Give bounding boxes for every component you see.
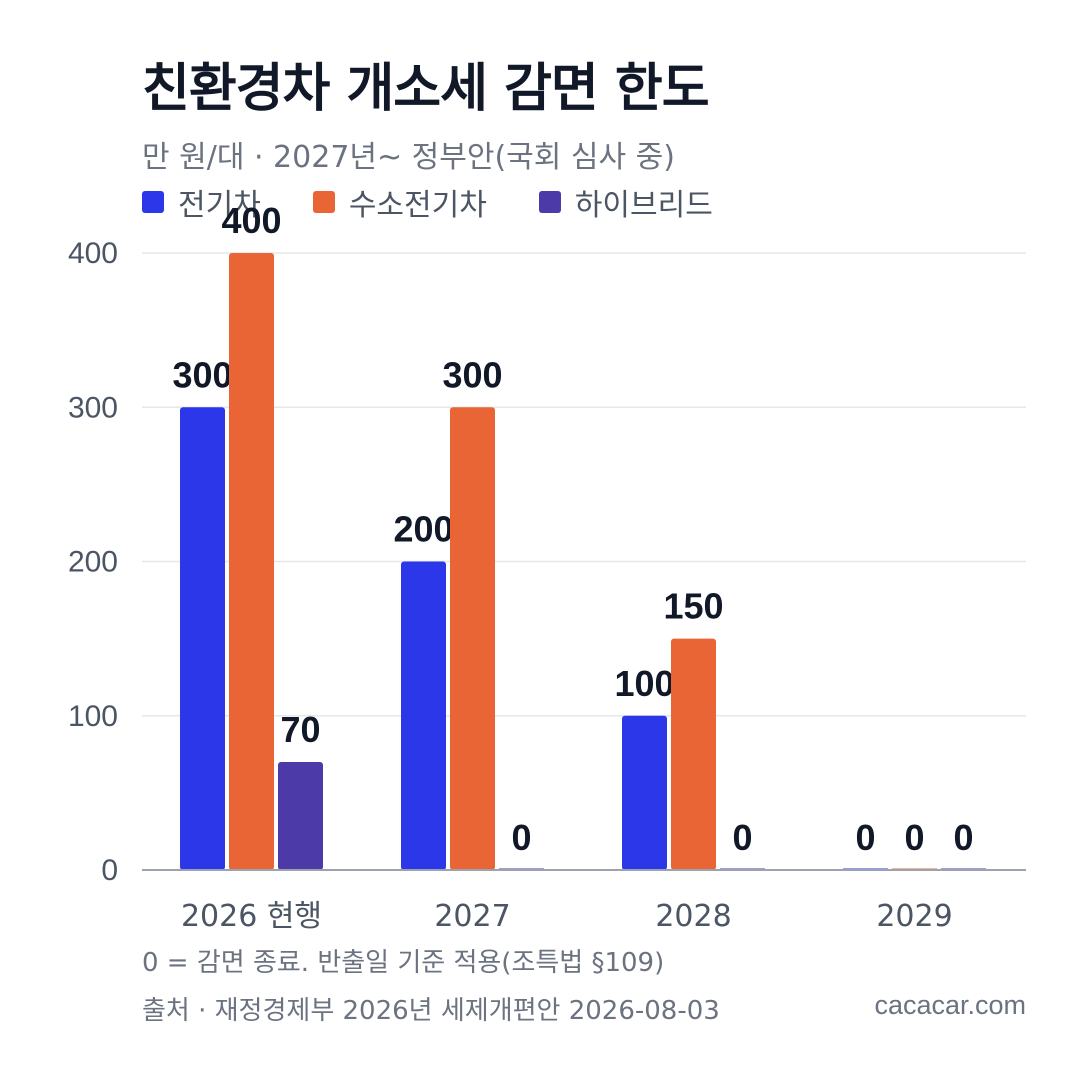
chart-note: 0 = 감면 종료. 반출일 기준 적용(조특법 §109) (142, 948, 665, 978)
legend-swatch-hydrogen (312, 191, 335, 213)
legend-label-hybrid: 하이브리드 (574, 188, 713, 223)
brand-credit: cacacar.com (874, 990, 1026, 1020)
legend-swatch-hybrid (538, 191, 561, 213)
chart-subtitle: 만 원/대 · 2027년~ 정부안(국회 심사 중) (142, 140, 675, 175)
y-tick-label: 300 (68, 391, 118, 424)
data-label: 0 (511, 817, 531, 858)
y-tick-label: 0 (101, 854, 118, 887)
data-label: 0 (953, 817, 973, 858)
x-tick-label: 2029 (876, 899, 952, 934)
bar (450, 407, 495, 870)
data-label: 300 (442, 354, 502, 395)
x-tick-label: 2026 현행 (181, 899, 322, 934)
chart-title: 친환경차 개소세 감면 한도 (142, 59, 710, 119)
bar (278, 762, 323, 870)
data-label: 0 (904, 817, 924, 858)
data-label: 100 (614, 663, 674, 704)
y-tick-label: 200 (68, 546, 118, 579)
legend-label-ev: 전기차 (178, 188, 261, 223)
bar (229, 253, 274, 870)
y-tick-label: 400 (68, 237, 118, 270)
bar (180, 407, 225, 870)
data-label: 0 (855, 817, 875, 858)
legend-item-hydrogen: 수소전기차 (312, 180, 487, 224)
bar (401, 561, 446, 870)
x-tick-label: 2027 (434, 899, 510, 934)
legend-item-ev: 전기차 (142, 180, 261, 224)
legend-item-hybrid: 하이브리드 (538, 180, 713, 224)
data-label: 150 (663, 586, 723, 627)
data-label: 300 (172, 354, 232, 395)
x-tick-label: 2028 (655, 899, 731, 934)
legend-label-hydrogen: 수소전기차 (348, 188, 487, 223)
data-label: 400 (221, 200, 281, 241)
data-label: 0 (732, 817, 752, 858)
data-label: 200 (393, 509, 453, 550)
legend: 전기차 수소전기차 하이브리드 (142, 180, 765, 224)
y-tick-label: 100 (68, 700, 118, 733)
source-credit: 출처 · 재정경제부 2026년 세제개편안 2026-08-03 (142, 996, 720, 1026)
bar (671, 638, 716, 870)
data-label: 70 (280, 709, 320, 750)
legend-swatch-ev (142, 191, 164, 213)
bar (622, 715, 667, 870)
